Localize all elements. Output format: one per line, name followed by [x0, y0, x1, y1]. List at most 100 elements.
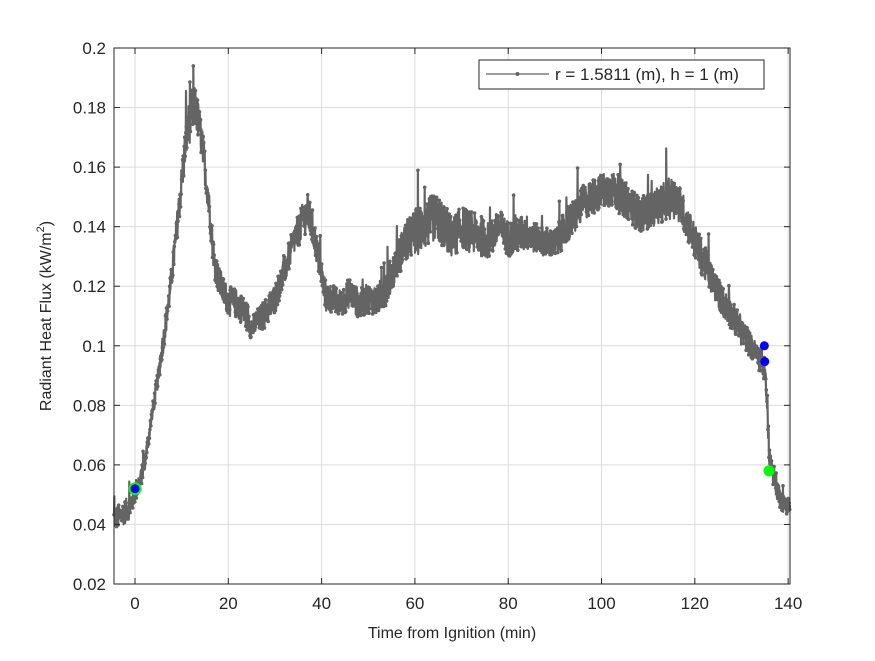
- series-point: [169, 267, 173, 272]
- series-point: [153, 401, 157, 406]
- series-point: [700, 251, 705, 255]
- series-point: [300, 209, 304, 214]
- series-point: [173, 240, 177, 244]
- series-point: [271, 294, 275, 299]
- series-point: [690, 245, 695, 249]
- series-point: [472, 211, 477, 215]
- series-point: [729, 321, 734, 325]
- series-point: [566, 208, 570, 213]
- axes-frame: [113, 47, 791, 585]
- series-point: [212, 253, 216, 257]
- series-point: [734, 327, 738, 331]
- series-point: [484, 254, 488, 258]
- series-point: [380, 294, 384, 298]
- series-point: [243, 301, 247, 306]
- series-point: [247, 327, 252, 332]
- series-point: [329, 299, 334, 304]
- series-point: [534, 230, 538, 235]
- series-point: [549, 237, 553, 242]
- series-point: [390, 272, 395, 276]
- series-point: [149, 412, 154, 417]
- series-point: [604, 184, 609, 188]
- series-point: [165, 317, 169, 321]
- y-tick-label: 0.08: [73, 396, 106, 415]
- series-point: [709, 264, 713, 269]
- series-point: [288, 243, 293, 248]
- series-point: [340, 296, 344, 301]
- series-point: [660, 219, 665, 224]
- series-point: [306, 206, 311, 210]
- series-point: [559, 248, 564, 252]
- legend: r = 1.5811 (m), h = 1 (m): [478, 59, 765, 90]
- series-point: [416, 168, 420, 173]
- series-point: [730, 326, 735, 331]
- series-point: [610, 203, 614, 207]
- series-point: [621, 199, 625, 203]
- series-point: [654, 197, 659, 201]
- series-point: [278, 269, 283, 274]
- series-point: [542, 237, 547, 242]
- series-point: [596, 179, 601, 183]
- series-point: [145, 450, 149, 455]
- series-point: [582, 204, 587, 209]
- series-point: [457, 207, 461, 212]
- series-point: [529, 243, 534, 248]
- series-point: [428, 214, 432, 218]
- series-point: [665, 203, 670, 207]
- series-point: [352, 298, 357, 303]
- series-point: [756, 360, 761, 364]
- series-point: [612, 186, 617, 190]
- series-point: [355, 291, 359, 296]
- series-point: [492, 238, 496, 243]
- series-point: [769, 459, 774, 463]
- series-point: [747, 331, 752, 336]
- series-point: [609, 190, 613, 195]
- series-point: [319, 262, 324, 266]
- series-point: [485, 239, 489, 243]
- series-point: [779, 497, 784, 502]
- series-point: [193, 108, 197, 112]
- series-point: [273, 308, 278, 313]
- series-point: [413, 228, 417, 232]
- series-point: [678, 186, 682, 191]
- series-point: [622, 185, 626, 190]
- series-point: [557, 199, 562, 204]
- x-tick-label: 80: [499, 594, 518, 613]
- series-point: [638, 203, 643, 207]
- series-point: [736, 317, 741, 321]
- series-point: [171, 273, 175, 278]
- series-point: [493, 218, 497, 223]
- series-point: [237, 300, 242, 305]
- series-point: [585, 208, 590, 212]
- series-point: [485, 242, 490, 247]
- y-tick-label: 0.14: [73, 218, 106, 237]
- series-point: [525, 243, 530, 248]
- series-point: [768, 462, 772, 466]
- series-point: [767, 448, 772, 453]
- series-point: [299, 206, 303, 211]
- series-point: [337, 294, 341, 299]
- series-point: [161, 345, 166, 349]
- series-point: [599, 187, 603, 191]
- series-point: [244, 321, 249, 326]
- series-point: [577, 196, 582, 201]
- series-point: [202, 149, 207, 154]
- series-point: [478, 247, 483, 252]
- series-point: [140, 475, 145, 480]
- series-point: [629, 203, 634, 208]
- series-point: [732, 302, 736, 307]
- series-point: [207, 204, 212, 209]
- series-point: [633, 205, 637, 209]
- series-point: [292, 229, 297, 233]
- series-point: [403, 248, 407, 252]
- series-point: [706, 266, 710, 270]
- series-point: [482, 227, 487, 231]
- series-point: [446, 242, 450, 246]
- annotation-markers: [128, 341, 775, 496]
- series-point: [338, 300, 343, 305]
- series-point: [401, 244, 405, 248]
- series-point: [600, 173, 605, 178]
- series-point: [681, 198, 685, 203]
- series-point: [257, 320, 261, 324]
- series-point: [763, 371, 767, 375]
